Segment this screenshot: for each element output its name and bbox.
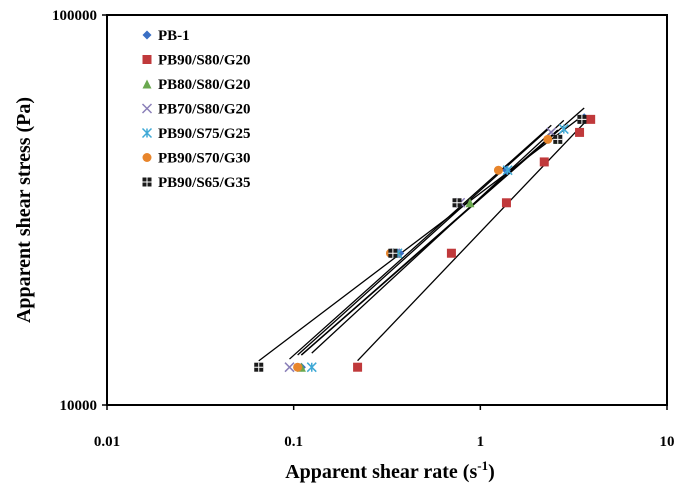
- data-point-pb90-s75-g25: [558, 124, 569, 135]
- data-point-pb90-s70-g30: [493, 165, 503, 175]
- data-point-pb70-s80-g20: [284, 362, 295, 373]
- legend-label-pb90-s70-g30: PB90/S70/G30: [158, 151, 251, 167]
- data-points: [254, 113, 596, 373]
- legend-marker-pb90-s65-g35: [142, 177, 152, 187]
- data-point-pb-1: [501, 165, 511, 175]
- data-point-pb90-s65-g35: [388, 248, 398, 258]
- data-point-pb90-s65-g35: [553, 134, 563, 144]
- data-point-pb90-s80-g20: [539, 157, 549, 167]
- y-tick-label: 100000: [52, 8, 97, 24]
- data-point-pb90-s80-g20: [353, 362, 363, 372]
- data-point-pb90-s80-g20: [446, 248, 456, 258]
- y-tick-label: 10000: [60, 398, 98, 414]
- legend-marker-pb90-s80-g20: [142, 55, 152, 64]
- data-point-pb90-s65-g35: [577, 114, 587, 124]
- axis-ticks: 0.01 0.1 1 10 10000 100000: [52, 8, 675, 450]
- data-point-pb90-s70-g30: [543, 134, 553, 144]
- y-axis-title: Apparent shear stress (Pa): [13, 97, 35, 323]
- trendline-pb90-s80-g20: [357, 115, 592, 362]
- legend-label-pb90-s65-g35: PB90/S65/G35: [158, 175, 251, 191]
- legend-label-pb90-s80-g20: PB90/S80/G20: [158, 53, 251, 69]
- legend-label-pb90-s75-g25: PB90/S75/G25: [158, 126, 251, 142]
- legend-marker-pb80-s80-g20: [142, 79, 152, 89]
- data-point-pb90-s65-g35: [452, 198, 462, 208]
- x-tick-label: 1: [477, 434, 485, 450]
- legend-marker-pb70-s80-g20: [141, 103, 153, 114]
- data-point-pb90-s75-g25: [306, 362, 317, 373]
- trendlines: [258, 107, 592, 362]
- legend-label-pb70-s80-g20: PB70/S80/G20: [158, 102, 251, 118]
- legend-marker-pb90-s75-g25: [141, 127, 153, 139]
- plot-frame: [106, 14, 668, 406]
- trendline-pb90-s75-g25: [311, 119, 565, 354]
- data-point-pb90-s80-g20: [501, 198, 511, 208]
- x-tick-label: 10: [660, 434, 675, 450]
- legend-marker-pb-1: [142, 30, 152, 40]
- legend-label-pb-1: PB-1: [158, 28, 190, 44]
- data-point-pb90-s80-g20: [575, 127, 585, 137]
- data-point-pb80-s80-g20: [465, 198, 475, 208]
- data-point-pb90-s80-g20: [586, 114, 596, 124]
- legend-label-pb80-s80-g20: PB80/S80/G20: [158, 77, 251, 93]
- data-point-pb90-s70-g30: [293, 362, 303, 372]
- legend-marker-pb90-s70-g30: [142, 153, 152, 162]
- x-tick-label: 0.01: [94, 434, 120, 450]
- legend: PB-1 PB90/S80/G20 PB80/S80/G20 PB70/S80/G20…: [141, 28, 251, 191]
- data-point-pb90-s75-g25: [502, 165, 513, 176]
- trendline-pb90-s70-g30: [297, 129, 549, 356]
- x-tick-label: 0.1: [284, 434, 303, 450]
- trendline-pb70-s80-g20: [289, 124, 552, 360]
- data-point-pb90-s65-g35: [254, 362, 264, 372]
- trendline-pb90-s65-g35: [258, 115, 583, 362]
- x-axis-title: Apparent shear rate (s-1): [285, 458, 495, 483]
